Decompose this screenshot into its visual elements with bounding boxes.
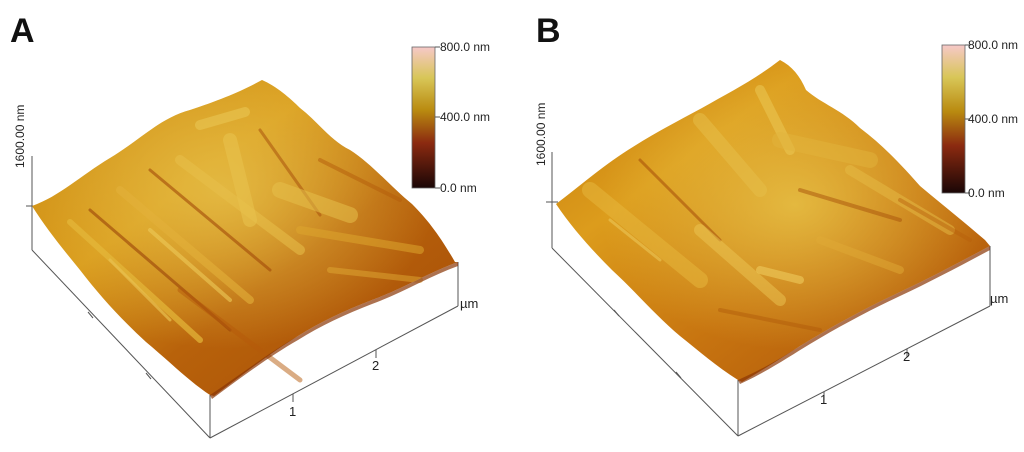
panel-b-x-tick-label-2: 2: [903, 349, 910, 364]
panel-a-surface-glow: [32, 80, 458, 396]
panel-b-z-label: 1600.00 nm: [534, 103, 548, 166]
panel-b-colorbar: 800.0 nm 400.0 nm 0.0 nm: [941, 38, 1018, 200]
panel-b-axes: [546, 152, 991, 437]
panel-a-crystal-ridges: [67, 107, 424, 383]
panel-b-surface: [556, 60, 990, 384]
panel-a-x-tick-label-2: 2: [372, 358, 379, 373]
panel-a-y-axis: [31, 249, 211, 439]
panel-a-unit-label: µm: [460, 296, 478, 311]
panel-b-colorbar-min: 0.0 nm: [968, 186, 1005, 200]
panel-a-y-tick-1: [87, 311, 94, 319]
panel-a-colorbar-max: 800.0 nm: [440, 40, 490, 54]
panel-b-surface-skirt: [738, 246, 990, 384]
panel-b-colorbar-max: 800.0 nm: [968, 38, 1018, 52]
panel-a-surface-skirt: [210, 262, 458, 399]
panel-a-axes: [26, 156, 459, 439]
panel-a-y-tick-2: [145, 372, 152, 380]
panel-b-x-axis: [737, 305, 991, 437]
panel-a-colorbar: 800.0 nm 400.0 nm 0.0 nm: [411, 40, 490, 195]
panel-a-letter: A: [10, 12, 35, 50]
panel-a-colorbar-mid: 400.0 nm: [440, 110, 490, 124]
panel-b-crystal-ridges: [582, 85, 972, 332]
panel-b-colorbar-mid: 400.0 nm: [968, 112, 1018, 126]
panel-a-x-axis: [209, 305, 459, 439]
panel-b-letter: B: [536, 12, 561, 50]
panel-a-colorbar-min: 0.0 nm: [440, 181, 477, 195]
panel-b-unit-label: µm: [990, 291, 1008, 306]
panel-b: B 1600.00 nm 1 2 µm: [534, 12, 1018, 437]
panel-b-x-tick-label-1: 1: [820, 392, 827, 407]
panel-b-y-tick-1: [613, 309, 620, 317]
panel-b-colorbar-gradient: [941, 44, 966, 194]
panel-a-x-tick-label-1: 1: [289, 404, 296, 419]
panel-a-z-label: 1600.00 nm: [13, 105, 27, 168]
panel-a: A 1600.00 nm 1 2 µm: [10, 12, 490, 439]
panel-b-y-tick-2: [675, 371, 682, 379]
panel-a-colorbar-gradient: [411, 46, 436, 189]
panel-a-surface: [32, 80, 458, 399]
panel-b-surface-glow: [556, 60, 990, 382]
panel-b-y-axis: [551, 247, 739, 437]
